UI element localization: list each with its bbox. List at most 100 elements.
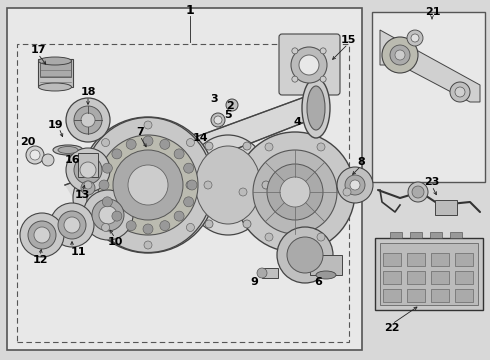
Circle shape — [343, 188, 351, 196]
Circle shape — [144, 241, 152, 249]
Circle shape — [174, 211, 184, 221]
Ellipse shape — [53, 145, 83, 155]
Circle shape — [204, 181, 212, 189]
Circle shape — [101, 224, 110, 231]
Circle shape — [412, 186, 424, 198]
Circle shape — [350, 180, 360, 190]
Circle shape — [50, 203, 94, 247]
Circle shape — [80, 162, 96, 178]
Ellipse shape — [83, 117, 213, 252]
Text: 20: 20 — [20, 137, 36, 147]
Circle shape — [382, 37, 418, 73]
Bar — [431, 271, 449, 284]
Bar — [407, 253, 425, 266]
Circle shape — [81, 181, 95, 195]
Circle shape — [101, 139, 110, 147]
Text: 16: 16 — [64, 155, 80, 165]
Circle shape — [345, 175, 365, 195]
Text: 10: 10 — [107, 237, 122, 247]
Circle shape — [226, 99, 238, 111]
Bar — [455, 253, 473, 266]
Bar — [431, 253, 449, 266]
Circle shape — [262, 181, 270, 189]
Bar — [435, 200, 457, 215]
Circle shape — [205, 220, 213, 228]
Text: 9: 9 — [250, 277, 258, 287]
Circle shape — [292, 76, 298, 82]
Circle shape — [317, 143, 325, 151]
Text: 23: 23 — [424, 177, 440, 187]
Circle shape — [291, 47, 327, 83]
Ellipse shape — [196, 146, 261, 224]
Bar — [407, 289, 425, 302]
Circle shape — [128, 165, 168, 205]
FancyBboxPatch shape — [279, 34, 340, 95]
Bar — [372, 12, 485, 182]
Bar — [78, 153, 98, 177]
Circle shape — [66, 98, 110, 142]
Circle shape — [408, 182, 428, 202]
Circle shape — [84, 181, 92, 189]
Circle shape — [407, 30, 423, 46]
Circle shape — [214, 116, 222, 124]
Circle shape — [187, 180, 197, 190]
Text: 17: 17 — [30, 45, 46, 55]
Bar — [375, 238, 483, 310]
Circle shape — [66, 148, 110, 192]
Text: 8: 8 — [357, 157, 365, 167]
Circle shape — [99, 180, 109, 190]
Text: 22: 22 — [384, 323, 400, 333]
Circle shape — [20, 213, 64, 257]
Circle shape — [450, 82, 470, 102]
Circle shape — [243, 220, 251, 228]
Text: 18: 18 — [80, 87, 96, 97]
Bar — [7, 8, 362, 350]
Bar — [38, 59, 73, 87]
Text: 7: 7 — [136, 127, 144, 137]
Circle shape — [320, 76, 326, 82]
Circle shape — [58, 211, 86, 239]
Circle shape — [257, 268, 267, 278]
Circle shape — [113, 150, 183, 220]
Circle shape — [74, 106, 102, 134]
Circle shape — [28, 221, 56, 249]
Circle shape — [411, 34, 419, 42]
Text: 19: 19 — [47, 120, 63, 130]
Bar — [262, 268, 278, 278]
Bar — [383, 253, 401, 266]
Text: 13: 13 — [74, 190, 90, 200]
Circle shape — [186, 181, 194, 189]
Bar — [431, 289, 449, 302]
Circle shape — [211, 113, 225, 127]
Text: 6: 6 — [314, 277, 322, 287]
Circle shape — [80, 117, 216, 253]
Text: 21: 21 — [425, 7, 441, 17]
Bar — [380, 243, 478, 305]
Bar — [455, 271, 473, 284]
Circle shape — [102, 197, 112, 207]
Bar — [383, 289, 401, 302]
Circle shape — [144, 121, 152, 129]
Circle shape — [265, 233, 273, 241]
Ellipse shape — [186, 135, 270, 235]
Circle shape — [102, 163, 112, 173]
Circle shape — [42, 154, 54, 166]
Bar — [407, 271, 425, 284]
Circle shape — [267, 164, 323, 220]
Bar — [17, 44, 349, 342]
Ellipse shape — [73, 183, 87, 213]
Circle shape — [186, 224, 195, 231]
Circle shape — [253, 150, 337, 234]
Circle shape — [317, 233, 325, 241]
Circle shape — [239, 188, 247, 196]
Circle shape — [299, 55, 319, 75]
Circle shape — [98, 135, 198, 235]
Circle shape — [160, 139, 170, 149]
Text: 15: 15 — [341, 35, 356, 45]
Polygon shape — [380, 30, 480, 102]
Circle shape — [390, 45, 410, 65]
Circle shape — [174, 149, 184, 159]
Circle shape — [184, 197, 194, 207]
Circle shape — [126, 221, 136, 231]
Circle shape — [235, 132, 355, 252]
